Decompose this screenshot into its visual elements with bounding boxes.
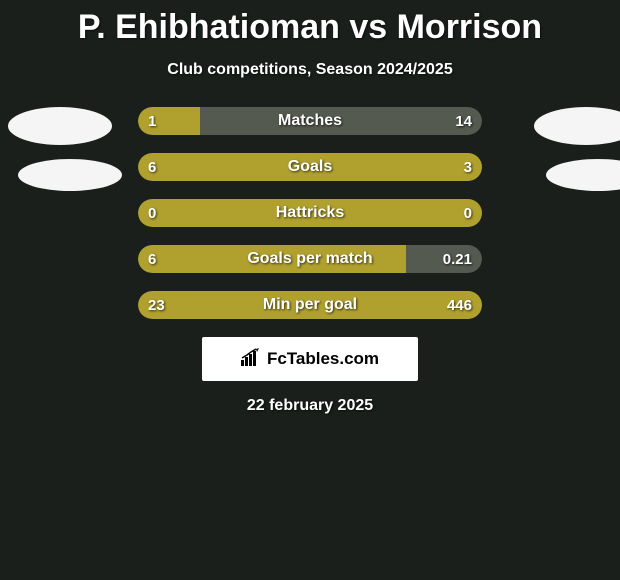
bar-row: 114Matches [138,107,482,135]
subtitle: Club competitions, Season 2024/2025 [0,61,620,79]
bar-row: 63Goals [138,153,482,181]
bars-container: 114Matches 63Goals 00Hattricks 60.21Goals p… [138,107,482,319]
bar-label: Matches [138,107,482,135]
bar-label: Min per goal [138,291,482,319]
comparison-chart: 114Matches 63Goals 00Hattricks 60.21Goals p… [0,107,620,319]
date-text: 22 february 2025 [0,397,620,415]
bar-row: 23446Min per goal [138,291,482,319]
brand-label: FcTables.com [267,349,379,369]
chart-icon [241,348,263,371]
bar-row: 00Hattricks [138,199,482,227]
player-right-avatar-2 [546,159,620,191]
player-right-avatar-1 [534,107,620,145]
bar-label: Goals [138,153,482,181]
player-left-avatar-2 [18,159,122,191]
bar-label: Goals per match [138,245,482,273]
bar-row: 60.21Goals per match [138,245,482,273]
brand-text: FcTables.com [241,348,379,371]
bar-label: Hattricks [138,199,482,227]
page-title: P. Ehibhatioman vs Morrison [0,0,620,47]
player-left-avatar-1 [8,107,112,145]
brand-box: FcTables.com [202,337,418,381]
